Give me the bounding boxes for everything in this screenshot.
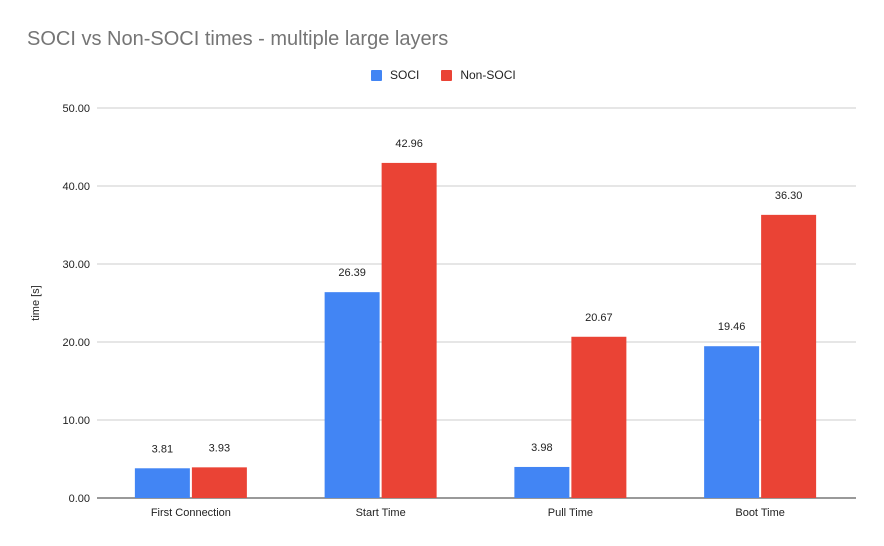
y-axis-label: time [s]: [30, 285, 42, 320]
y-tick-label: 30.00: [62, 259, 90, 271]
bar-non-soci: [381, 162, 437, 499]
legend-item-non-soci: Non-SOCI: [441, 68, 516, 82]
data-label: 19.46: [718, 321, 746, 333]
legend-label-non-soci: Non-SOCI: [460, 68, 516, 82]
legend-label-soci: SOCI: [390, 68, 420, 82]
legend-swatch-non-soci: [441, 69, 453, 81]
data-label: 3.98: [531, 442, 552, 454]
x-tick-label: Pull Time: [548, 507, 593, 519]
bar-soci: [134, 468, 190, 498]
data-label: 3.81: [152, 443, 173, 455]
legend: SOCI Non-SOCI: [371, 68, 538, 82]
bar-soci: [324, 292, 380, 498]
bar-non-soci: [571, 336, 627, 498]
y-tick-label: 0.00: [69, 493, 90, 505]
chart-title: SOCI vs Non-SOCI times - multiple large …: [27, 28, 449, 50]
bar-non-soci: [191, 467, 247, 498]
legend-item-soci: SOCI: [371, 68, 419, 82]
y-tick-label: 20.00: [62, 337, 90, 349]
x-tick-label: First Connection: [151, 507, 231, 519]
bar-soci: [704, 346, 760, 498]
data-label: 36.30: [775, 190, 803, 202]
y-tick-label: 10.00: [62, 415, 90, 427]
x-tick-label: Start Time: [356, 507, 406, 519]
bar-soci: [514, 466, 570, 498]
data-label: 20.67: [585, 312, 613, 324]
legend-swatch-soci: [371, 69, 382, 81]
y-tick-label: 40.00: [62, 181, 90, 193]
data-label: 3.93: [209, 442, 230, 454]
x-tick-label: Boot Time: [735, 507, 785, 519]
y-tick-label: 50.00: [62, 103, 90, 115]
data-label: 42.96: [395, 138, 423, 150]
bar-non-soci: [761, 214, 817, 499]
data-label: 26.39: [338, 267, 366, 279]
